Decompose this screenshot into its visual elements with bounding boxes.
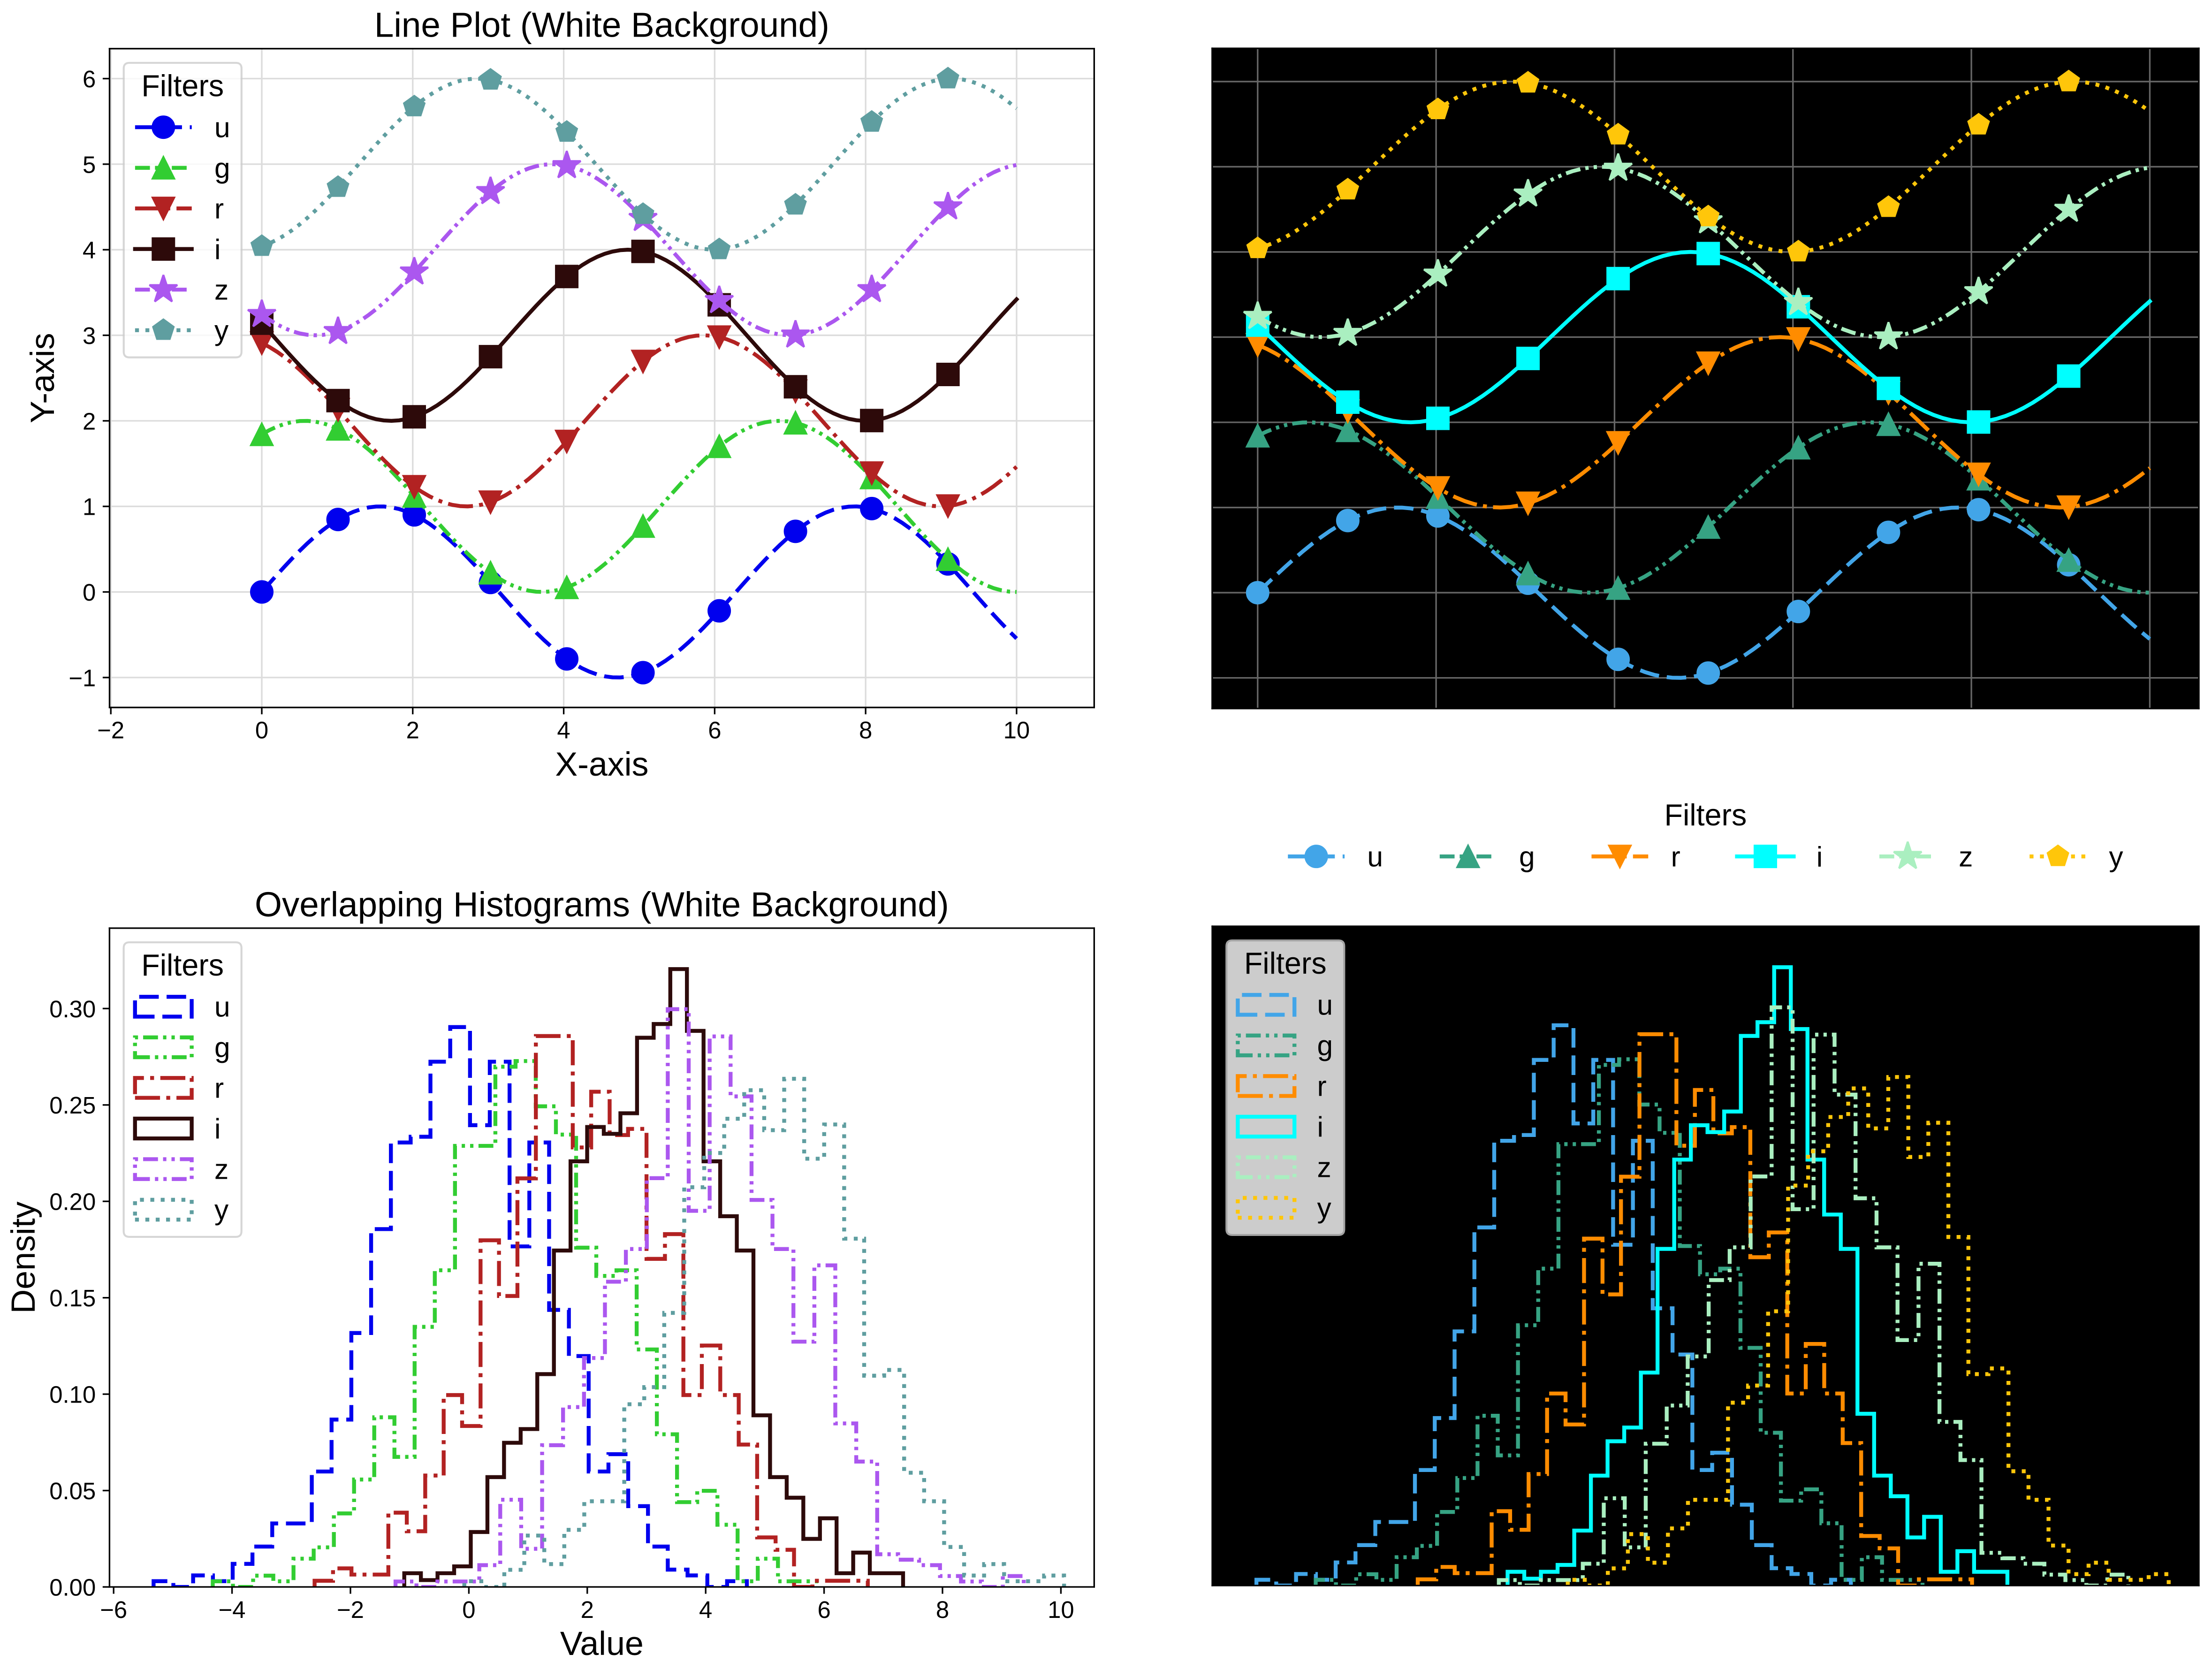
svg-text:0.10: 0.10 <box>1152 1380 1199 1406</box>
svg-text:z: z <box>1317 1151 1331 1183</box>
svg-text:0.10: 0.10 <box>49 1381 96 1408</box>
svg-text:r: r <box>1317 1070 1327 1102</box>
svg-text:4: 4 <box>83 237 96 264</box>
svg-text:1: 1 <box>83 494 96 520</box>
svg-text:g: g <box>214 152 230 184</box>
svg-text:y: y <box>214 314 229 346</box>
svg-text:r: r <box>1671 840 1680 872</box>
svg-text:5: 5 <box>83 151 96 178</box>
svg-text:Filters: Filters <box>141 948 224 982</box>
svg-text:0.25: 0.25 <box>1152 1090 1199 1117</box>
svg-text:0: 0 <box>83 579 96 606</box>
svg-text:i: i <box>1317 1111 1323 1143</box>
svg-text:2: 2 <box>1684 1595 1697 1622</box>
svg-text:3: 3 <box>1185 324 1198 351</box>
svg-text:0.20: 0.20 <box>49 1189 96 1215</box>
svg-text:4: 4 <box>699 1596 712 1623</box>
svg-text:2: 2 <box>1429 718 1443 745</box>
svg-text:1: 1 <box>1185 495 1198 521</box>
svg-text:10: 10 <box>2136 718 2163 745</box>
svg-text:Y-axis: Y-axis <box>24 333 61 423</box>
svg-text:10: 10 <box>1003 717 1030 744</box>
svg-text:0: 0 <box>1251 718 1264 745</box>
svg-text:0: 0 <box>255 717 268 744</box>
svg-text:0.30: 0.30 <box>49 996 96 1022</box>
svg-text:8: 8 <box>936 1596 949 1623</box>
svg-text:Filters: Filters <box>1244 946 1327 980</box>
svg-text:6: 6 <box>1786 718 1800 745</box>
svg-text:4: 4 <box>1803 1595 1816 1622</box>
svg-text:2: 2 <box>1185 409 1198 436</box>
svg-text:Filters: Filters <box>1665 798 1747 832</box>
svg-text:−2: −2 <box>1440 1595 1467 1622</box>
svg-text:g: g <box>214 1031 230 1063</box>
svg-text:6: 6 <box>83 66 96 92</box>
svg-text:0.15: 0.15 <box>1152 1283 1199 1310</box>
svg-text:−1: −1 <box>1171 665 1199 692</box>
svg-text:6: 6 <box>708 717 721 744</box>
svg-text:z: z <box>214 274 228 305</box>
svg-text:z: z <box>1959 840 1973 872</box>
svg-text:−1: −1 <box>68 664 96 691</box>
svg-text:u: u <box>214 991 230 1023</box>
svg-text:4: 4 <box>1185 239 1198 266</box>
svg-text:10: 10 <box>2152 1595 2179 1622</box>
svg-text:−6: −6 <box>1203 1595 1230 1622</box>
svg-text:0.15: 0.15 <box>49 1285 96 1312</box>
svg-text:i: i <box>214 233 220 265</box>
svg-text:0.25: 0.25 <box>49 1092 96 1119</box>
svg-text:Density: Density <box>5 1201 42 1313</box>
svg-text:y: y <box>214 1194 229 1226</box>
svg-text:2: 2 <box>406 717 419 744</box>
svg-text:0.30: 0.30 <box>1152 994 1199 1021</box>
svg-text:0.05: 0.05 <box>49 1478 96 1504</box>
svg-text:u: u <box>1317 989 1333 1021</box>
svg-text:−2: −2 <box>97 717 124 744</box>
svg-text:10: 10 <box>1048 1596 1074 1623</box>
svg-text:−2: −2 <box>337 1596 364 1623</box>
svg-text:8: 8 <box>1965 718 1978 745</box>
svg-text:0.05: 0.05 <box>1152 1476 1199 1503</box>
svg-text:0: 0 <box>1185 580 1198 607</box>
svg-text:0.00: 0.00 <box>49 1574 96 1601</box>
svg-text:4: 4 <box>557 717 570 744</box>
svg-text:g: g <box>1519 840 1535 872</box>
svg-text:6: 6 <box>817 1596 830 1623</box>
svg-text:5: 5 <box>1185 154 1198 181</box>
svg-text:−6: −6 <box>100 1596 127 1623</box>
svg-text:6: 6 <box>1185 69 1198 95</box>
svg-text:X-axis: X-axis <box>555 746 648 783</box>
svg-text:−4: −4 <box>1322 1595 1349 1622</box>
svg-text:3: 3 <box>83 322 96 349</box>
svg-text:i: i <box>214 1113 220 1144</box>
svg-text:u: u <box>214 111 230 143</box>
svg-text:8: 8 <box>2040 1595 2053 1622</box>
svg-text:2: 2 <box>581 1596 594 1623</box>
svg-text:6: 6 <box>1922 1595 1935 1622</box>
svg-text:4: 4 <box>1608 718 1621 745</box>
svg-text:z: z <box>214 1153 228 1185</box>
svg-text:8: 8 <box>859 717 872 744</box>
svg-text:Overlapping Histograms (White: Overlapping Histograms (White Background… <box>255 885 949 924</box>
svg-text:Filters: Filters <box>141 69 224 103</box>
svg-text:−4: −4 <box>219 1596 246 1623</box>
svg-text:i: i <box>1817 840 1823 872</box>
svg-text:g: g <box>1317 1029 1333 1061</box>
svg-text:0.20: 0.20 <box>1152 1187 1199 1213</box>
svg-text:0: 0 <box>1566 1595 1579 1622</box>
svg-text:u: u <box>1367 840 1383 872</box>
svg-text:Line Plot (White Background): Line Plot (White Background) <box>374 5 829 45</box>
svg-text:2: 2 <box>83 408 96 435</box>
svg-text:0.00: 0.00 <box>1152 1572 1199 1599</box>
svg-text:y: y <box>1317 1192 1332 1224</box>
svg-text:0: 0 <box>462 1596 475 1623</box>
svg-text:r: r <box>214 192 224 224</box>
svg-text:Value: Value <box>560 1625 644 1662</box>
svg-text:r: r <box>214 1072 224 1104</box>
svg-text:y: y <box>2109 840 2123 872</box>
